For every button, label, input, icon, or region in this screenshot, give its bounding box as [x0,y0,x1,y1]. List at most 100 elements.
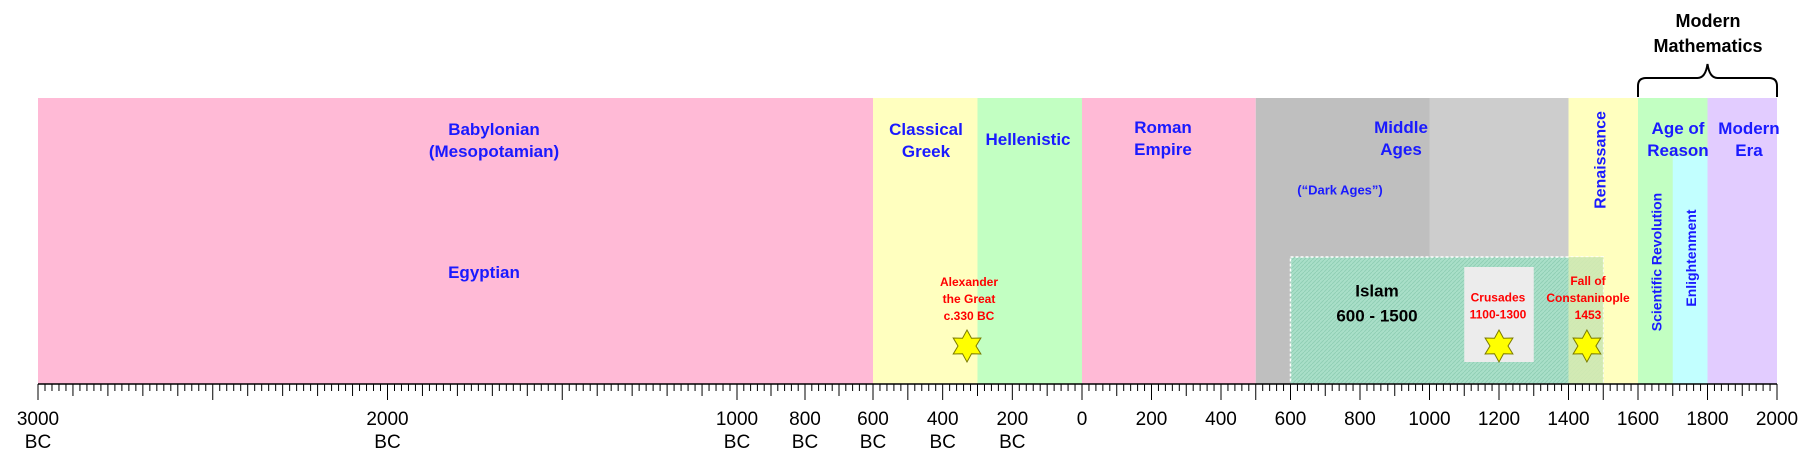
axis-tick-label: 3000 BC [17,409,59,453]
labels: Babylonian (Mesopotamian) Classical Greek He… [429,111,1780,331]
era-label-modern-era-line: Modern [1718,119,1779,138]
axis-tick-label: 600 [1275,409,1307,430]
axis-tick-label: 800 BC [789,409,821,453]
modern-math-title-line: Mathematics [1653,36,1762,56]
modern-math-title: Modern Mathematics [1653,11,1762,56]
axis-tick-label-line: 1800 [1686,409,1728,430]
era-band-babylonian [38,98,873,384]
axis-tick-label: 1000 BC [716,409,758,453]
event-label-constantinople-line: Fall of [1570,274,1606,288]
axis-tick-label: 1400 [1547,409,1589,430]
event-label-crusades-line: 1100-1300 [1470,308,1527,322]
sub-era-label-scientific-revolution: Scientific Revolution [1648,193,1664,331]
axis-tick-label-line: BC [999,432,1025,453]
axis-tick-label: 1600 [1617,409,1659,430]
dark-ages-label: (“Dark Ages”) [1297,183,1382,198]
era-label-roman-empire-line: Roman [1134,118,1192,137]
sub-era-label-scientific-revolution-line: Scientific Revolution [1648,193,1664,331]
era-label-classical-greek: Classical Greek [889,120,963,161]
era-label-modern-era: Modern Era [1718,119,1779,160]
axis-tick-label: 0 [1077,409,1088,430]
islam-band [1289,256,1604,385]
era-band-roman-empire [1082,98,1256,384]
era-label-middle-ages-line: Middle [1374,118,1428,137]
modern-mathematics-header: Modern Mathematics [1637,11,1778,97]
event-label-constantinople: Fall of Constaninople 1453 [1546,274,1630,322]
axis-tick-label: 2000 BC [366,409,408,453]
axis-tick-label: 1000 [1408,409,1450,430]
overlays [952,256,1604,385]
modern-math-title-line: Modern [1676,11,1741,31]
sub-era-band-scientific-revolution [1638,156,1673,384]
axis-tick-label-line: 800 [1344,409,1376,430]
era-label-roman-empire: Roman Empire [1134,118,1192,159]
era-label-babylonian: Babylonian (Mesopotamian) [429,120,559,161]
islam-label-line: Islam [1355,281,1398,300]
event-label-crusades: Crusades 1100-1300 [1470,291,1527,322]
event-label-alexander-line: c.330 BC [944,309,995,323]
event-star-constantinople [1572,328,1602,364]
axis-tick-label-line: 800 [789,409,821,430]
axis-tick-label-line: 1400 [1547,409,1589,430]
islam-label-line: 600 - 1500 [1336,306,1417,325]
axis-tick-label-line: 1000 [716,409,758,430]
axis-tick-label-line: 600 [857,409,889,430]
axis-tick-label-line: 0 [1077,409,1088,430]
era-label-modern-era-line: Era [1735,141,1763,160]
axis-tick-label-line: 1200 [1478,409,1520,430]
event-label-crusades-line: Crusades [1471,291,1526,305]
axis-tick-label-line: 400 [927,409,959,430]
axis-tick-label-line: BC [724,432,750,453]
axis-tick-label: 1200 [1478,409,1520,430]
event-label-constantinople-line: Constaninople [1546,291,1630,305]
era-label-middle-ages-line: Ages [1380,140,1422,159]
dark-ages-label-line: (“Dark Ages”) [1297,183,1382,198]
era-band-hellenistic [977,98,1082,384]
era-label-age-of-reason-line: Reason [1647,141,1708,160]
era-label-hellenistic-line: Hellenistic [985,130,1070,149]
event-label-alexander: Alexander the Great c.330 BC [940,275,998,323]
era-label-renaissance-line: Renaissance [1593,111,1610,209]
era-label-babylonian-line: (Mesopotamian) [429,142,559,161]
axis-tick-label-line: BC [25,432,51,453]
era-label-hellenistic: Hellenistic [985,130,1070,149]
axis-tick-label: 400 [1205,409,1237,430]
sub-era-band-enlightenment [1672,156,1708,384]
event-star-alexander [952,328,982,364]
era-label-egyptian: Egyptian [448,263,520,282]
era-label-roman-empire-line: Empire [1134,140,1192,159]
axis-tick-label-line: BC [374,432,400,453]
axis-tick-label: 400 BC [927,409,959,453]
event-label-alexander-line: the Great [943,292,996,306]
era-label-egyptian-line: Egyptian [448,263,520,282]
axis-tick-label-line: BC [860,432,886,453]
axis-tick-label: 200 BC [996,409,1028,453]
axis-tick-label-line: 400 [1205,409,1237,430]
modern-math-brace [1637,63,1778,97]
axis-tick-label-line: BC [792,432,818,453]
era-band-modern-era [1707,98,1777,384]
axis-tick-label: 2000 [1756,409,1798,430]
renaissance-islam-overlap [1568,257,1604,384]
era-label-age-of-reason-line: Age of [1652,119,1705,138]
event-label-constantinople-line: 1453 [1575,308,1602,322]
era-label-classical-greek-line: Classical [889,120,963,139]
event-star-crusades [1484,328,1514,364]
axis-tick-label-line: 2000 [1756,409,1798,430]
axis-tick-label: 200 [1136,409,1168,430]
axis-tick-label: 1800 [1686,409,1728,430]
era-band-classical-greek [873,98,978,384]
islam-label: Islam 600 - 1500 [1336,281,1417,325]
axis-tick-label-line: 2000 [366,409,408,430]
sub-era-label-enlightenment-line: Enlightenment [1683,209,1699,307]
axis-tick-label-line: 600 [1275,409,1307,430]
axis-tick-label-line: 200 [1136,409,1168,430]
axis-tick-label-line: 200 [996,409,1028,430]
axis-tick-label-line: 3000 [17,409,59,430]
event-label-alexander-line: Alexander [940,275,998,289]
axis-tick-label: 600 BC [857,409,889,453]
sub-era-label-enlightenment: Enlightenment [1683,209,1699,307]
era-label-middle-ages: Middle Ages [1374,118,1428,159]
